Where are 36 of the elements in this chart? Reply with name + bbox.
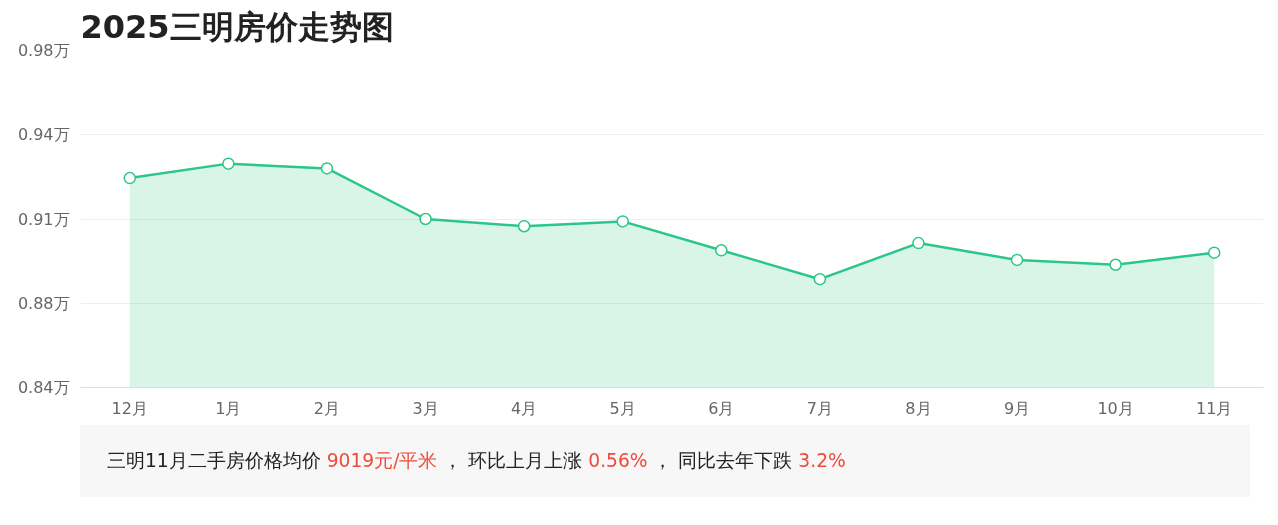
text: 9019元/平米 [326, 450, 438, 471]
x-tick-label: 5月 [609, 398, 636, 418]
text: ， 同比去年下跌 [653, 450, 793, 471]
text: 三明11月二手房价格均价 [107, 450, 321, 471]
point [123, 171, 137, 185]
chart-title: 2025三明房价走势图 [80, 7, 394, 46]
y-tick-label: 0.94万 [17, 125, 70, 145]
y-tick-label: 0.91万 [17, 209, 70, 229]
x-tick-label: 10月 [1097, 398, 1134, 418]
x-tick-label: 9月 [1003, 398, 1031, 418]
point [1109, 258, 1122, 271]
point [517, 219, 531, 233]
x-tick-label: 4月 [511, 398, 538, 418]
x-tick-label: 8月 [905, 398, 932, 418]
text: 0.56% [588, 450, 648, 471]
point [616, 215, 629, 228]
text: ， 环比上月上涨 [443, 450, 583, 471]
point [320, 162, 334, 175]
x-tick-label: 2月 [313, 398, 341, 418]
point [222, 157, 235, 170]
x-tick-label: 7月 [806, 398, 833, 418]
x-tick-label: 1月 [215, 398, 242, 418]
y-tick-label: 0.98万 [17, 41, 70, 60]
point [813, 272, 827, 286]
point [419, 212, 432, 226]
point [912, 236, 925, 250]
point [715, 244, 728, 257]
point [1207, 246, 1221, 259]
x-tick-label: 3月 [412, 398, 439, 418]
text: 3.2% [798, 450, 846, 471]
x-tick-label: 12月 [111, 398, 148, 418]
y-tick-label: 0.88万 [17, 293, 70, 313]
x-tick-label: 11月 [1196, 398, 1233, 418]
y-tick-label: 0.84万 [17, 378, 70, 397]
point [1010, 253, 1024, 267]
x-tick-label: 6月 [708, 398, 735, 418]
